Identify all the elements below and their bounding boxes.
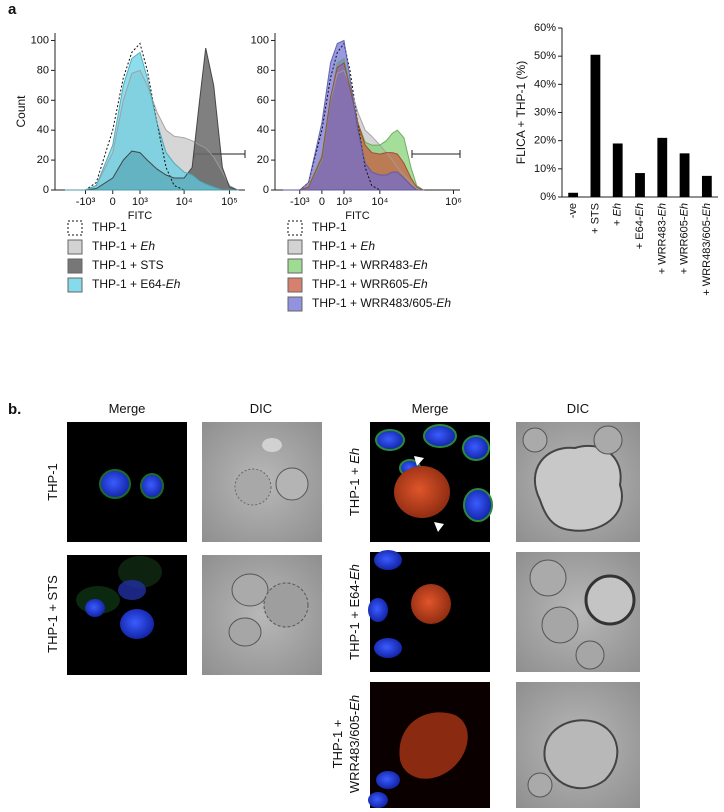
bar — [590, 54, 601, 198]
histogram-outline — [283, 62, 424, 191]
axis-line — [561, 28, 718, 198]
y-tick-label: 60 — [37, 94, 49, 106]
micrograph — [516, 552, 640, 672]
legend-swatch — [287, 296, 303, 312]
histogram-outline — [65, 69, 240, 191]
x-axis-label: FITC — [128, 210, 152, 222]
x-tick-label: 10⁴ — [176, 196, 193, 208]
legend-label: THP-1 + WRR483-Eh — [312, 258, 428, 272]
x-tick-label: + WRR483-Eh — [656, 203, 668, 274]
x-tick-label: 10⁵ — [221, 196, 238, 208]
y-tick-label: 10% — [534, 163, 556, 175]
x-tick-label: -10³ — [290, 196, 310, 208]
x-tick-label: + STS — [589, 203, 601, 234]
micrograph — [202, 422, 322, 542]
bar — [657, 137, 668, 197]
y-tick-label: 30% — [534, 106, 556, 118]
micrograph — [370, 422, 493, 542]
y-tick-label: 20 — [257, 154, 269, 166]
y-tick-label: 20 — [37, 154, 49, 166]
legend-label: THP-1 + WRR605-Eh — [312, 277, 428, 291]
y-tick-label: 0% — [540, 191, 556, 203]
y-tick-label: 40 — [257, 124, 269, 136]
x-tick-label: 10⁴ — [371, 196, 388, 208]
panel-label: a — [8, 1, 17, 18]
micrograph — [67, 555, 187, 675]
y-tick-label: 100 — [31, 34, 49, 46]
x-tick-label: -ve — [567, 203, 579, 218]
x-tick-label: 0 — [110, 196, 116, 208]
y-tick-label: 0 — [43, 184, 49, 196]
micrograph — [368, 682, 490, 808]
x-tick-label: 10³ — [336, 196, 352, 208]
row-label: THP-1 + — [330, 720, 345, 769]
y-tick-label: 60 — [257, 94, 269, 106]
legend-label: THP-1 + STS — [92, 258, 164, 272]
y-tick-label: 0 — [263, 184, 269, 196]
histogram-outline — [283, 39, 424, 191]
histogram-area — [65, 48, 238, 190]
row-label: THP-1 + Eh — [347, 448, 362, 516]
micrograph — [368, 550, 490, 672]
row-label: WRR483/605-Eh — [347, 695, 362, 793]
y-tick-label: 100 — [251, 34, 269, 46]
y-tick-label: 60% — [534, 22, 556, 34]
x-tick-label: 10⁶ — [445, 196, 462, 208]
legend-label: THP-1 + Eh — [312, 239, 375, 253]
x-tick-label: + WRR483/605-Eh — [701, 203, 713, 296]
legend-swatch — [67, 258, 83, 274]
histogram-area — [283, 40, 424, 190]
x-tick-label: 10³ — [132, 196, 148, 208]
x-tick-label: + WRR605-Eh — [678, 203, 690, 274]
y-axis-label: Count — [14, 95, 28, 128]
bar — [679, 153, 690, 197]
micrograph — [202, 555, 322, 675]
micrograph — [67, 422, 187, 542]
bar — [568, 192, 579, 197]
column-header: Merge — [412, 401, 449, 416]
legend-swatch — [67, 239, 83, 255]
y-tick-label: 20% — [534, 135, 556, 147]
column-header: DIC — [567, 401, 589, 416]
row-label: THP-1 + E64-Eh — [347, 564, 362, 660]
histogram-area — [65, 52, 238, 191]
legend-swatch — [287, 239, 303, 255]
y-tick-label: 80 — [257, 64, 269, 76]
x-axis-label: FITC — [345, 210, 369, 222]
row-label: THP-1 + STS — [45, 575, 60, 653]
column-header: Merge — [109, 401, 146, 416]
x-tick-label: 0 — [319, 196, 325, 208]
legend-label: THP-1 + Eh — [92, 239, 155, 253]
panel-label: b. — [8, 401, 21, 418]
legend-swatch — [67, 277, 83, 293]
legend-label: THP-1 + WRR483/605-Eh — [312, 296, 451, 310]
micrograph — [516, 422, 640, 542]
bar — [635, 173, 645, 197]
legend-label: THP-1 + E64-Eh — [92, 277, 181, 291]
y-axis-label: FLICA + THP-1 (%) — [514, 61, 528, 164]
x-tick-label: -10³ — [76, 196, 96, 208]
bar — [612, 143, 623, 197]
y-tick-label: 80 — [37, 64, 49, 76]
x-tick-label: + E64-Eh — [634, 203, 646, 249]
legend-swatch — [67, 220, 83, 236]
x-tick-label: + Eh — [612, 203, 624, 226]
histogram-outline — [65, 51, 238, 191]
legend-swatch — [287, 258, 303, 274]
row-label: THP-1 — [45, 463, 60, 501]
y-tick-label: 50% — [534, 50, 556, 62]
micrograph — [516, 682, 640, 808]
y-tick-label: 40 — [37, 124, 49, 136]
legend-label: THP-1 — [92, 220, 127, 234]
histogram-outline — [65, 47, 238, 191]
legend-swatch — [287, 277, 303, 293]
y-tick-label: 40% — [534, 78, 556, 90]
column-header: DIC — [250, 401, 272, 416]
bar — [701, 175, 712, 197]
legend-label: THP-1 — [312, 220, 347, 234]
legend-swatch — [287, 220, 303, 236]
